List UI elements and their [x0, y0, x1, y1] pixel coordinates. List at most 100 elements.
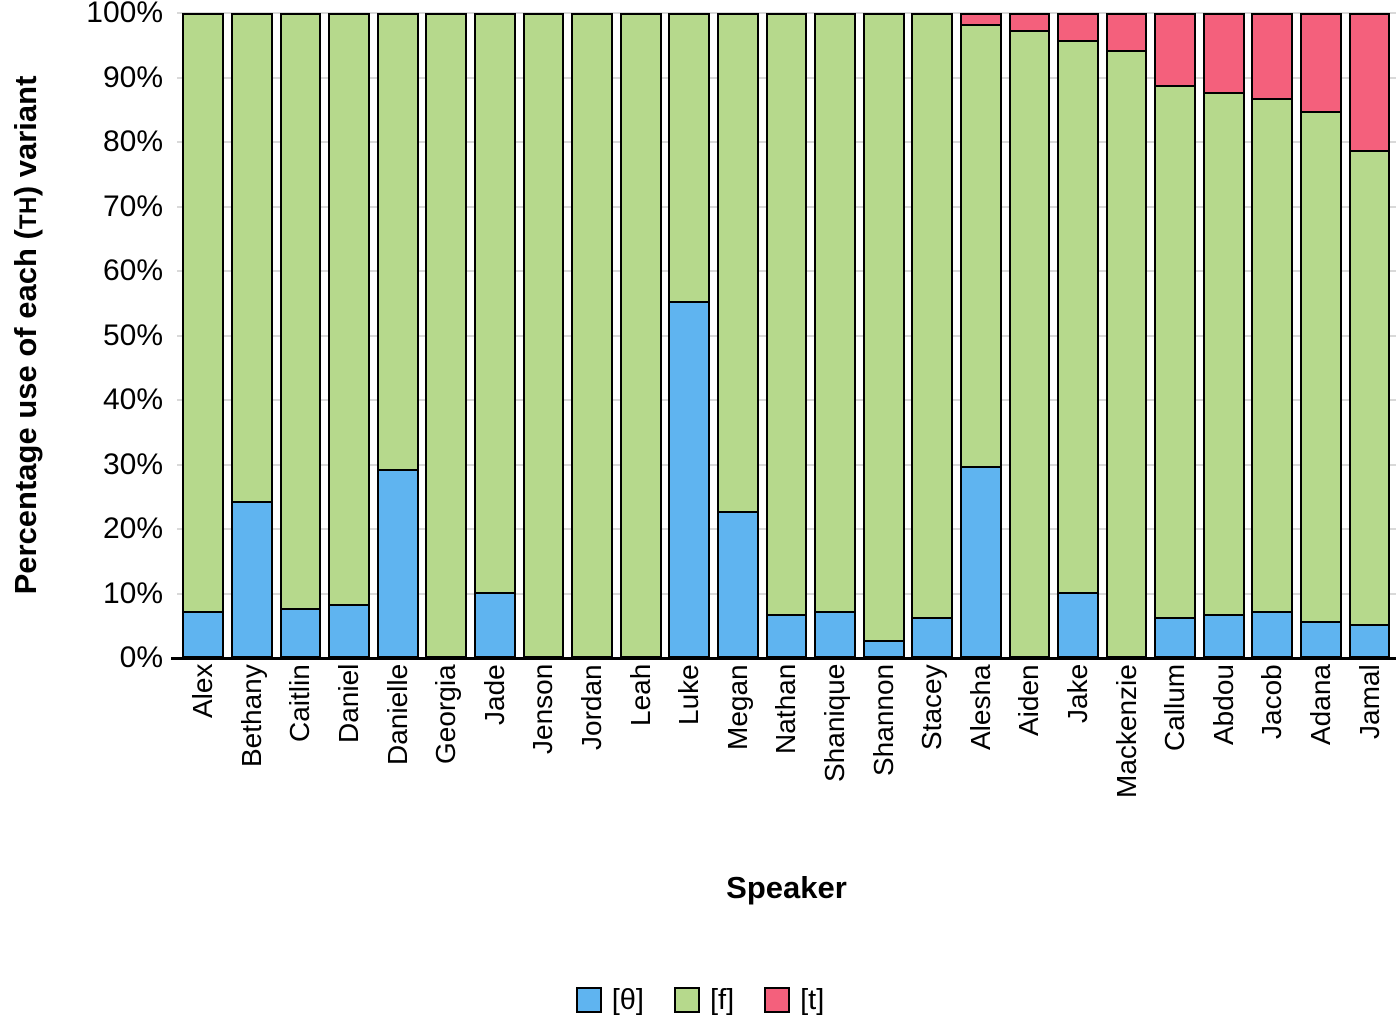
x-label-slot: Callum: [1151, 664, 1200, 864]
x-label-slot: Aiden: [1005, 664, 1054, 864]
bar-segment-f: [571, 13, 613, 658]
bar-callum: [1154, 13, 1197, 658]
bar-segment-f: [1300, 112, 1342, 623]
bar-segment-t: [1154, 13, 1197, 88]
x-label-slot: Alex: [179, 664, 228, 864]
bar-segment-t: [1251, 13, 1294, 101]
bar-slot: [276, 13, 325, 658]
bar-segment-theta: [959, 467, 1002, 658]
bar-slot: [908, 13, 957, 658]
bar-segment-theta: [716, 512, 759, 658]
bar-segment-theta: [911, 619, 954, 658]
bar-segment-f: [231, 13, 273, 504]
bar-segment-theta: [1251, 612, 1294, 658]
bar-luke: [668, 13, 711, 658]
bar-segment-theta: [1057, 593, 1099, 658]
bar-megan: [716, 13, 759, 658]
x-label-slot: Jacob: [1248, 664, 1297, 864]
y-tick-label: 50%: [102, 318, 163, 352]
bar-slot: [1151, 13, 1200, 658]
bar-slot: [1102, 13, 1151, 658]
bar-segment-f: [279, 13, 322, 610]
y-tick-label: 40%: [102, 383, 163, 416]
bar-nathan: [765, 13, 808, 658]
bar-segment-f: [911, 13, 954, 620]
bar-jake: [1057, 13, 1099, 658]
bar-segment-theta: [473, 593, 516, 658]
bar-jamal: [1348, 13, 1391, 658]
x-tick-label: Leah: [624, 664, 656, 727]
bar-segment-theta: [1348, 625, 1391, 658]
bar-jacob: [1251, 13, 1294, 658]
bar-slot: [665, 13, 714, 658]
bar-segment-theta: [1154, 619, 1197, 658]
x-tick-label: Jake: [1061, 664, 1093, 724]
y-tick-label: 30%: [102, 447, 163, 481]
x-tick-label: Abdou: [1207, 664, 1239, 745]
bar-segment-f: [862, 13, 905, 642]
x-tick-label: Daniel: [333, 664, 365, 744]
x-label-slot: Bethany: [228, 664, 277, 864]
x-tick-label: Shannon: [867, 664, 899, 777]
bar-slot: [519, 13, 568, 658]
x-tick-label: Luke: [673, 664, 705, 725]
bar-slot: [616, 13, 665, 658]
bar-segment-f: [376, 13, 419, 471]
x-tick-label: Danielle: [381, 664, 413, 766]
x-label-slot: Adana: [1297, 664, 1346, 864]
bar-slot: [373, 13, 422, 658]
bar-segment-t: [959, 13, 1002, 26]
bar-segment-f: [328, 13, 370, 607]
bar-aiden: [1008, 13, 1051, 658]
bar-slot: [471, 13, 520, 658]
bar-slot: [1345, 13, 1394, 658]
bar-segment-f: [959, 25, 1002, 468]
bar-segment-theta: [862, 641, 905, 658]
bar-abdou: [1202, 13, 1245, 658]
x-label-slot: Jade: [471, 664, 520, 864]
bar-slot: [422, 13, 471, 658]
bar-segment-theta: [376, 470, 419, 658]
legend-swatch-theta: [575, 987, 602, 1013]
x-label-slot: Leah: [616, 664, 665, 864]
bar-segment-f: [522, 13, 565, 658]
legend-swatch-f: [673, 987, 700, 1013]
bar-segment-f: [425, 13, 468, 658]
legend-label-f: [f]: [709, 983, 735, 1016]
bar-segment-f: [668, 13, 711, 304]
bar-caitlin: [279, 13, 322, 658]
bar-slot: [568, 13, 617, 658]
x-tick-label: Georgia: [430, 664, 462, 764]
x-label-slot: Abdou: [1199, 664, 1248, 864]
bar-segment-t: [1348, 13, 1391, 152]
bar-danielle: [376, 13, 419, 658]
y-tick-label: 90%: [102, 60, 163, 94]
y-tick-label: 80%: [102, 125, 163, 158]
bar-segment-f: [1008, 32, 1051, 658]
x-tick-label: Jamal: [1353, 664, 1385, 739]
x-tick-label: Alex: [187, 664, 219, 719]
bar-slot: [859, 13, 908, 658]
x-label-slot: Danielle: [373, 664, 422, 864]
legend-item-t: [t]: [764, 984, 824, 1017]
bar-slot: [228, 13, 277, 658]
y-tick-label: 60%: [102, 254, 163, 287]
bar-alesha: [959, 13, 1002, 658]
bar-segment-theta: [328, 606, 370, 658]
bar-segment-theta: [765, 616, 808, 658]
bar-mackenzie: [1105, 13, 1148, 658]
x-label-slot: Mackenzie: [1102, 664, 1151, 864]
bar-daniel: [328, 13, 370, 658]
bar-segment-t: [1008, 13, 1051, 33]
x-tick-label: Jacob: [1256, 664, 1288, 739]
x-axis-labels: Alex Bethany Caitlin Daniel Danielle Georgia J…: [177, 664, 1396, 864]
bar-georgia: [425, 13, 468, 658]
bar-slot: [762, 13, 811, 658]
bar-slot: [1248, 13, 1297, 658]
x-tick-label: Stacey: [916, 664, 948, 750]
bar-slot: [1054, 13, 1103, 658]
legend-swatch-t: [764, 987, 791, 1013]
x-tick-label: Caitlin: [284, 664, 316, 742]
bar-segment-f: [1105, 51, 1148, 658]
bar-segment-theta: [1202, 616, 1245, 658]
